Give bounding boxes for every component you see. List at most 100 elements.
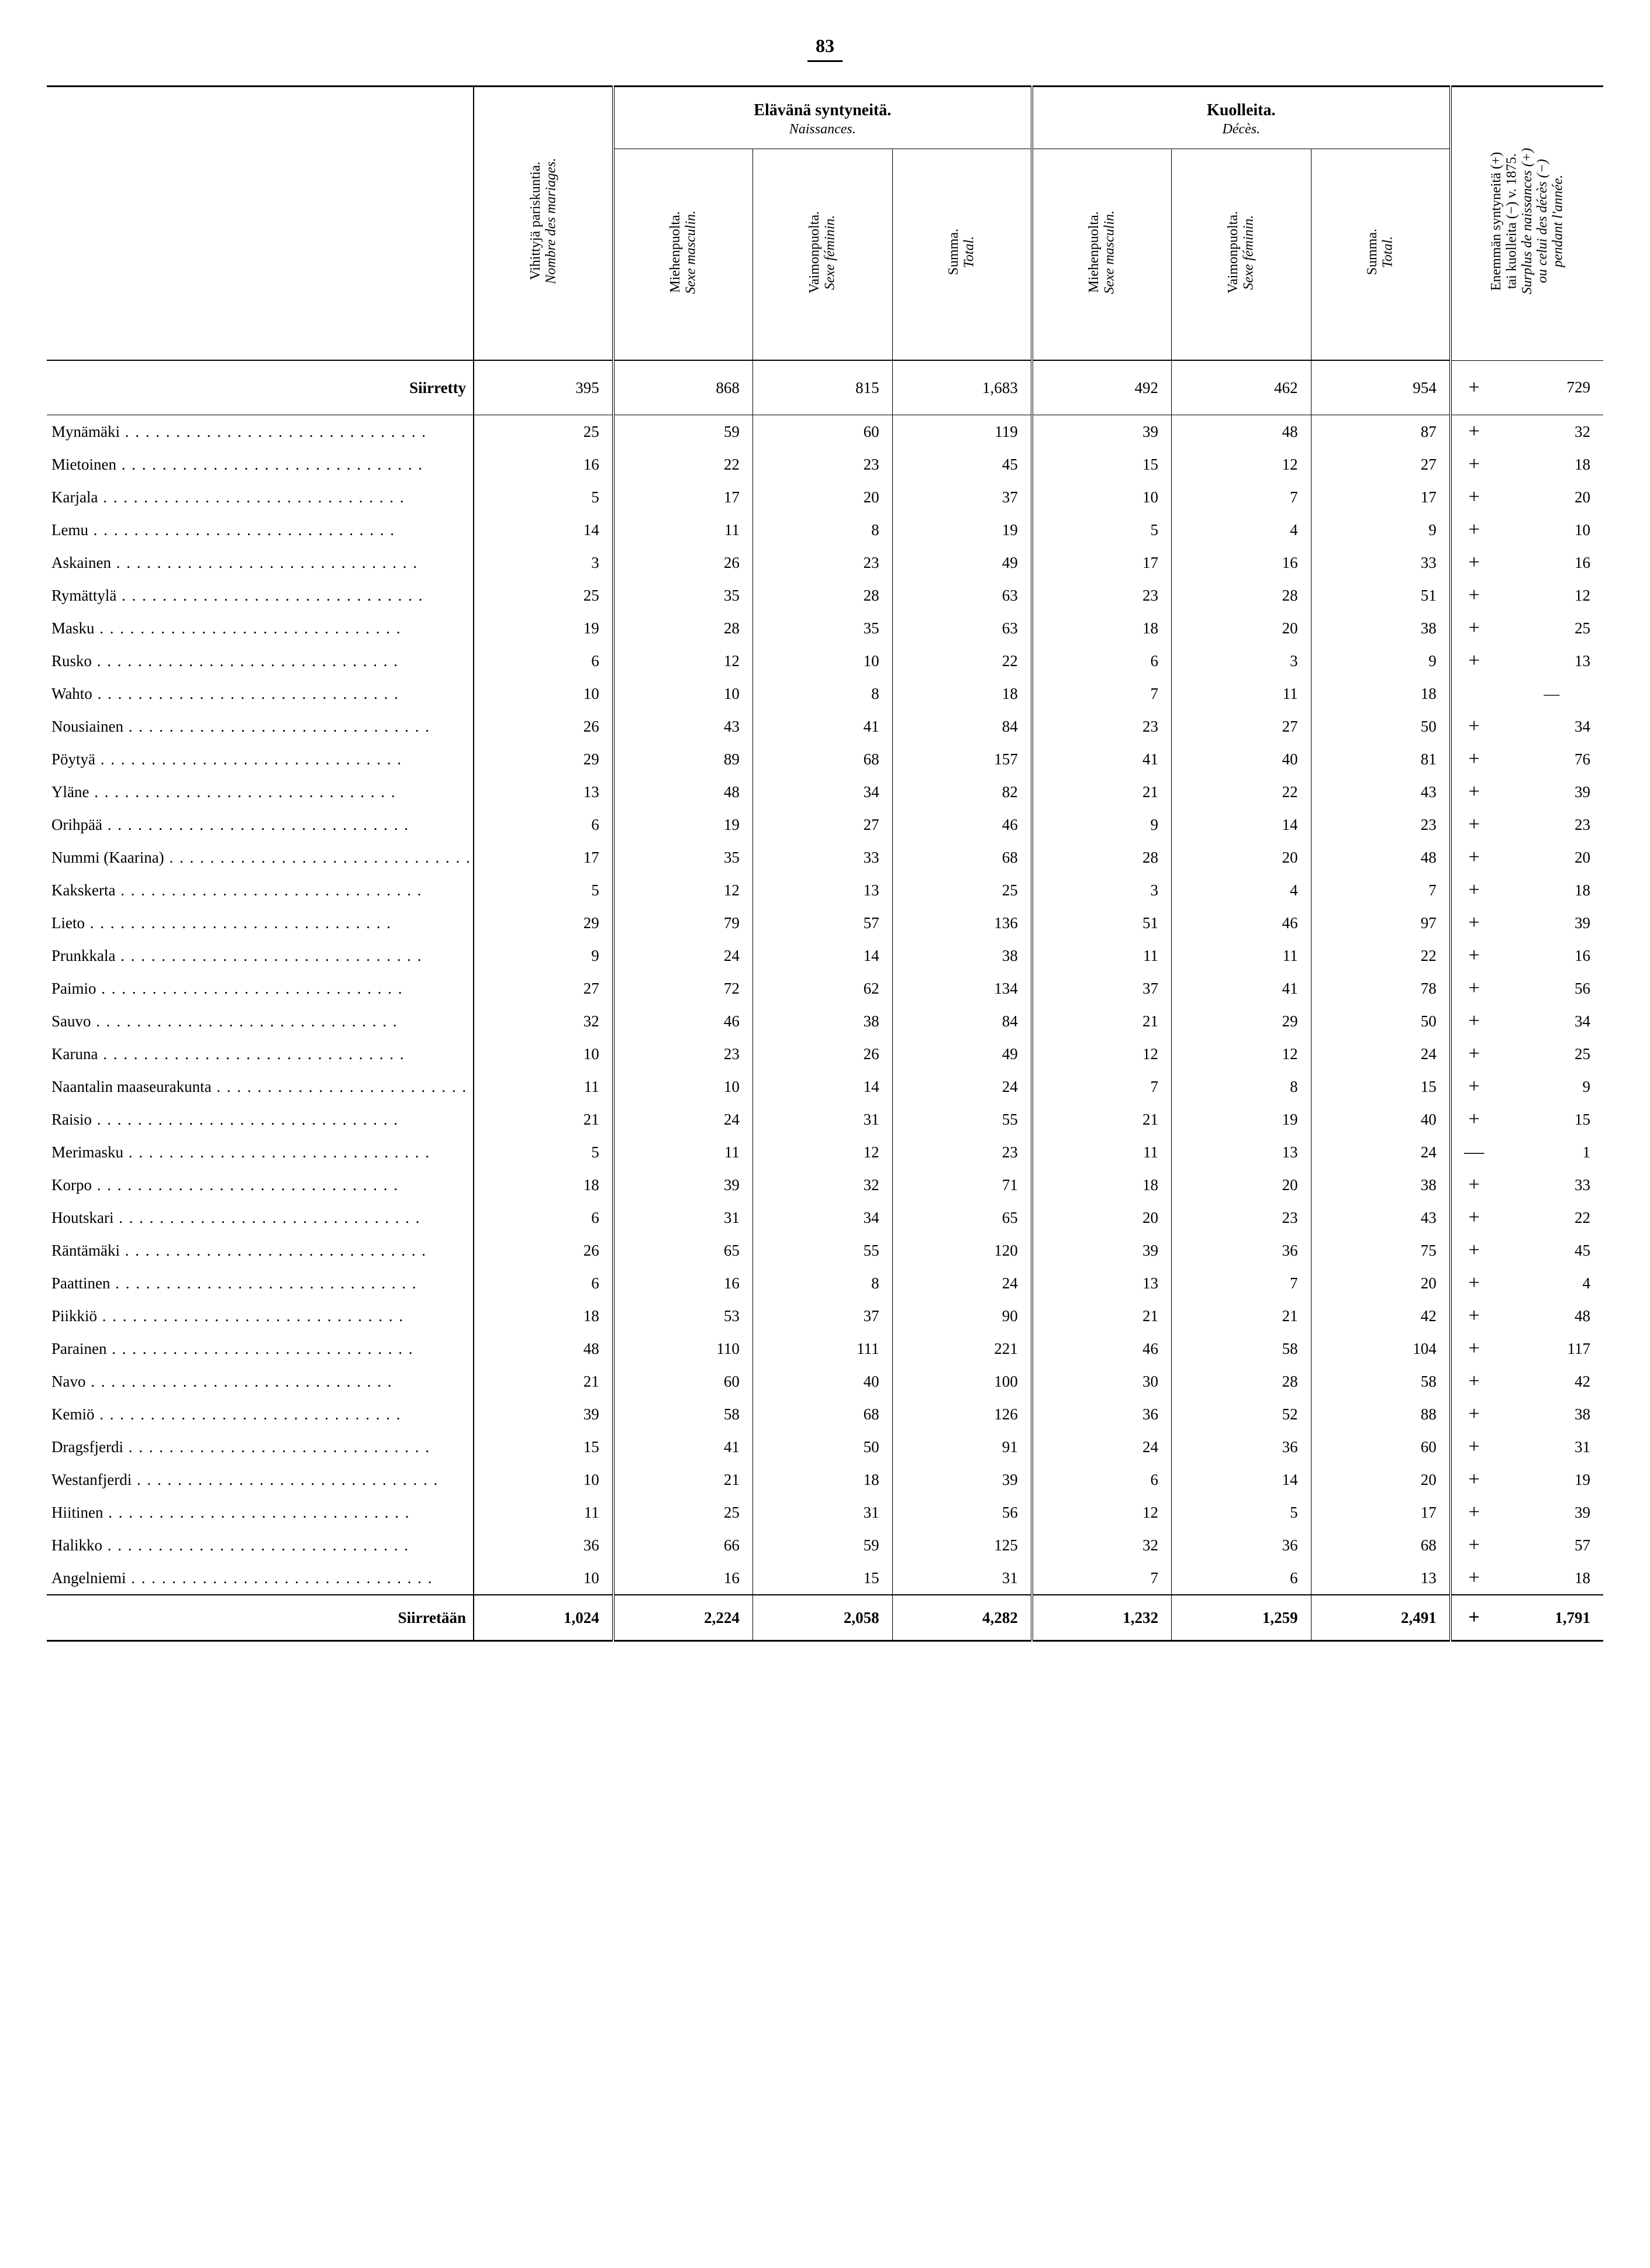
cell-value: 10 — [474, 1038, 613, 1070]
cell-value: 87 — [1311, 415, 1451, 449]
cell-value: 24 — [1311, 1038, 1451, 1070]
cell-value: + — [1451, 1300, 1497, 1332]
cell-value: 157 — [892, 743, 1032, 775]
cell-value: 14 — [1171, 1463, 1311, 1496]
cell-value: 33 — [1496, 1169, 1603, 1201]
cell-value: + — [1451, 1595, 1497, 1641]
cell-value: + — [1451, 612, 1497, 644]
cell-value: 43 — [1311, 775, 1451, 808]
cell-value: 51 — [1311, 579, 1451, 612]
cell-value: 18 — [1032, 1169, 1172, 1201]
cell-value: 23 — [892, 1136, 1032, 1169]
cell-value: 45 — [892, 448, 1032, 481]
cell-value: 97 — [1311, 906, 1451, 939]
cell-value: 34 — [1496, 710, 1603, 743]
row-label: Paimio — [47, 972, 474, 1005]
cell-value: + — [1451, 644, 1497, 677]
cell-value: 55 — [752, 1234, 892, 1267]
table-row: Rusko6121022639+13 — [47, 644, 1603, 677]
cell-value: 33 — [1311, 546, 1451, 579]
cell-value: 954 — [1311, 360, 1451, 415]
cell-value: 28 — [1032, 841, 1172, 874]
cell-value: 221 — [892, 1332, 1032, 1365]
table-row: Lemu1411819549+10 — [47, 513, 1603, 546]
cell-value: 7 — [1171, 1267, 1311, 1300]
cell-value: 10 — [474, 1562, 613, 1595]
row-label: Lemu — [47, 513, 474, 546]
cell-value: 4 — [1171, 513, 1311, 546]
cell-value: 63 — [892, 612, 1032, 644]
cell-value: 34 — [752, 1201, 892, 1234]
cell-value: 14 — [752, 1070, 892, 1103]
table-row: Houtskari6313465202343+22 — [47, 1201, 1603, 1234]
cell-value: 75 — [1311, 1234, 1451, 1267]
cell-value: 18 — [1496, 874, 1603, 906]
cell-value: 15 — [474, 1431, 613, 1463]
cell-value: 40 — [752, 1365, 892, 1398]
cell-value: 21 — [1171, 1300, 1311, 1332]
cell-value: + — [1451, 1267, 1497, 1300]
cell-value: 60 — [1311, 1431, 1451, 1463]
table-body: Siirretty3958688151,683492462954+729Mynä… — [47, 360, 1603, 1641]
row-label: Angelniemi — [47, 1562, 474, 1595]
cell-value: 25 — [613, 1496, 753, 1529]
cell-value: 17 — [474, 841, 613, 874]
table-row: Naantalin maaseurakunta111014247815+9 — [47, 1070, 1603, 1103]
table-row: Nummi (Kaarina)17353368282048+20 — [47, 841, 1603, 874]
row-label: Korpo — [47, 1169, 474, 1201]
cell-value: 84 — [892, 1005, 1032, 1038]
cell-value: 20 — [1311, 1463, 1451, 1496]
cell-value: 81 — [1311, 743, 1451, 775]
cell-value: 15 — [1496, 1103, 1603, 1136]
cell-value: 23 — [752, 546, 892, 579]
cell-value: 39 — [892, 1463, 1032, 1496]
cell-value: 24 — [1032, 1431, 1172, 1463]
cell-value: 68 — [752, 743, 892, 775]
cell-value: 20 — [1496, 481, 1603, 513]
cell-value: 868 — [613, 360, 753, 415]
table-row: Parainen481101112214658104+117 — [47, 1332, 1603, 1365]
statistics-table: Vihittyjä pariskuntia.Nombre des mariage… — [47, 85, 1603, 1642]
row-label: Siirretty — [47, 360, 474, 415]
cell-value: 11 — [1171, 677, 1311, 710]
table-row: Askainen3262349171633+16 — [47, 546, 1603, 579]
cell-value: — — [1496, 677, 1603, 710]
cell-value: 26 — [613, 546, 753, 579]
cell-value: 6 — [1171, 1562, 1311, 1595]
cell-value: + — [1451, 546, 1497, 579]
cell-value: 59 — [613, 415, 753, 449]
cell-value: 8 — [752, 1267, 892, 1300]
cell-value: 11 — [1032, 939, 1172, 972]
cell-value: 89 — [613, 743, 753, 775]
cell-value: 43 — [613, 710, 753, 743]
cell-value: 24 — [613, 1103, 753, 1136]
cell-value: 492 — [1032, 360, 1172, 415]
cell-value: 42 — [1496, 1365, 1603, 1398]
cell-value: 38 — [1311, 1169, 1451, 1201]
cell-value: 68 — [1311, 1529, 1451, 1562]
header-deaths-group: Kuolleita. Décès. — [1032, 87, 1451, 149]
cell-value: 10 — [474, 677, 613, 710]
row-label: Hiitinen — [47, 1496, 474, 1529]
cell-value: 32 — [1496, 415, 1603, 449]
cell-value: 58 — [613, 1398, 753, 1431]
cell-value: 25 — [1496, 1038, 1603, 1070]
cell-value: 12 — [1496, 579, 1603, 612]
cell-value: 60 — [752, 415, 892, 449]
cell-value: 36 — [1171, 1431, 1311, 1463]
cell-value: 462 — [1171, 360, 1311, 415]
table-row: Orihpää619274691423+23 — [47, 808, 1603, 841]
cell-value: 1,024 — [474, 1595, 613, 1641]
cell-value: 51 — [1032, 906, 1172, 939]
header-births-group: Elävänä syntyneitä. Naissances. — [613, 87, 1032, 149]
cell-value: 16 — [1171, 546, 1311, 579]
cell-value: 104 — [1311, 1332, 1451, 1365]
cell-value: + — [1451, 939, 1497, 972]
cell-value: 7 — [1032, 677, 1172, 710]
row-label: Merimasku — [47, 1136, 474, 1169]
cell-value: 48 — [1496, 1300, 1603, 1332]
row-label: Nummi (Kaarina) — [47, 841, 474, 874]
cell-value: 31 — [613, 1201, 753, 1234]
cell-value: 27 — [1171, 710, 1311, 743]
cell-value: 1,259 — [1171, 1595, 1311, 1641]
